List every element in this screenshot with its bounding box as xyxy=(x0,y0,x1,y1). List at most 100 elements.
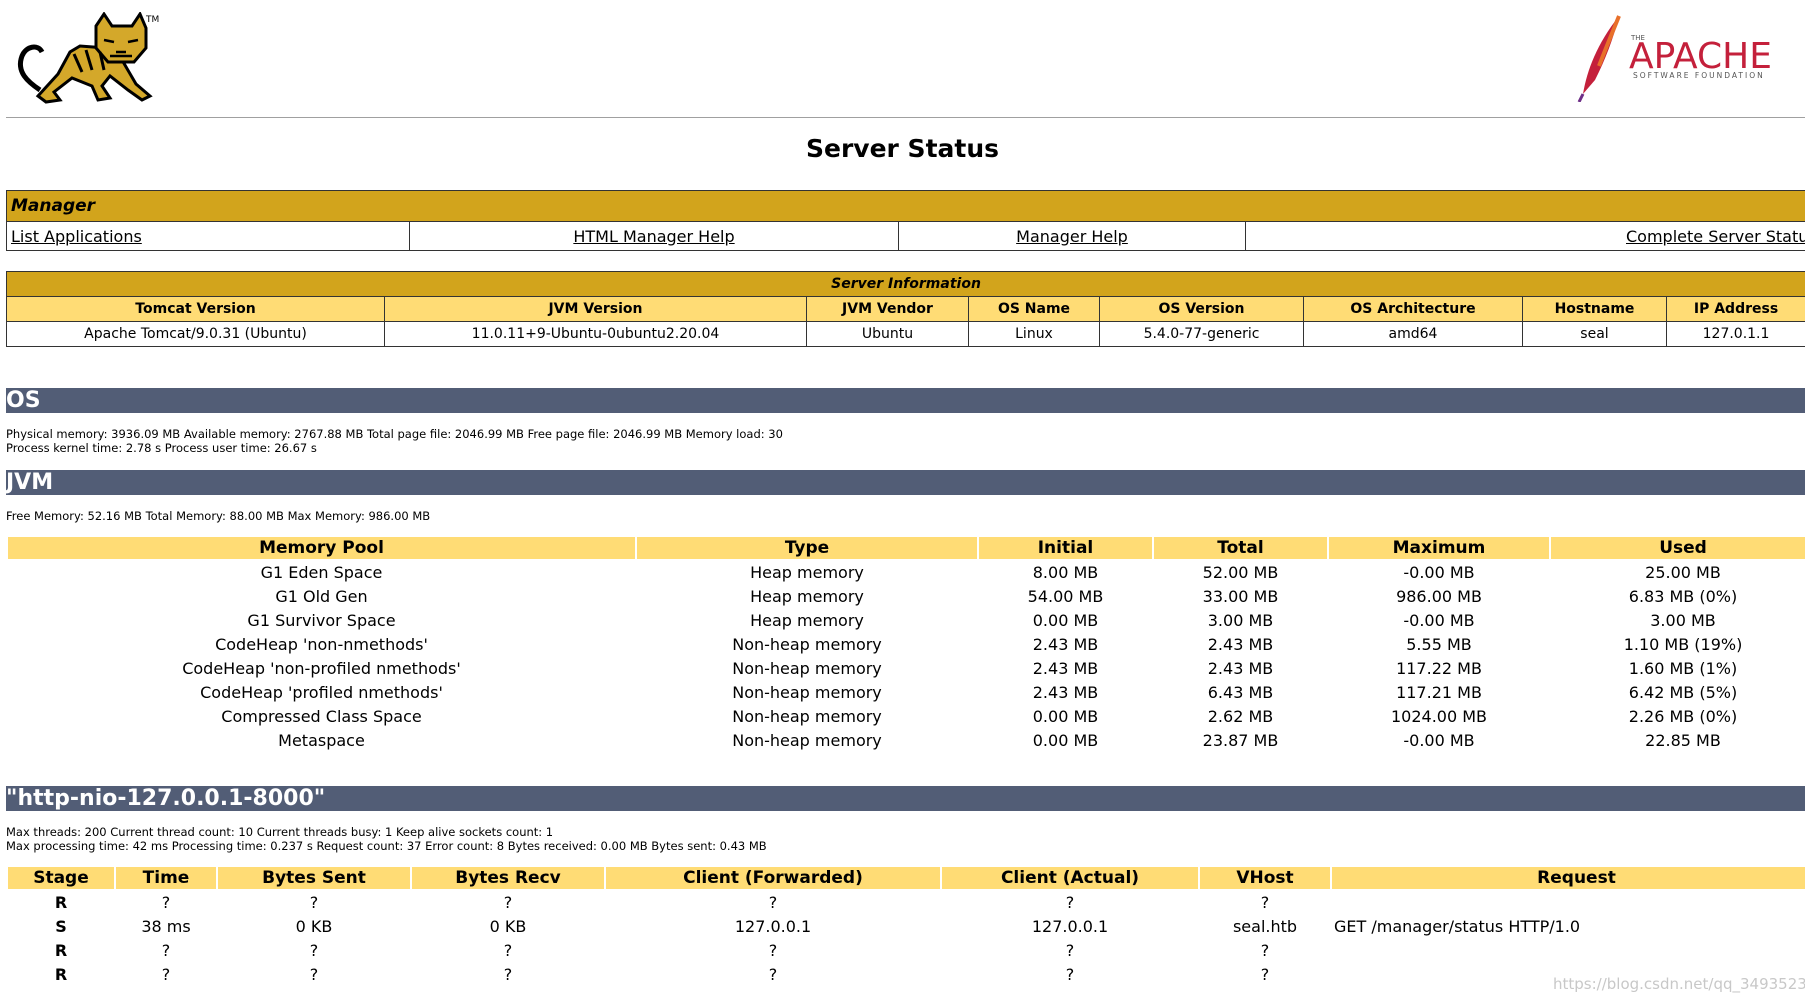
connector-body: R?????? S 38 ms 0 KB 0 KB 127.0.0.1 127.0.0.1 s… xyxy=(8,891,1805,985)
connector-threads-line: Max threads: 200 Current thread count: 1… xyxy=(6,825,554,839)
html-manager-help-link[interactable]: HTML Manager Help xyxy=(573,226,735,246)
value-tomcat-version: Apache Tomcat/9.0.31 (Ubuntu) xyxy=(6,321,385,347)
memory-pool-header-row: Memory Pool Type Initial Total Maximum U… xyxy=(8,537,1805,559)
table-cell: GET /manager/status HTTP/1.0 xyxy=(1334,916,1581,936)
list-applications-link[interactable]: List Applications xyxy=(11,226,142,246)
table-cell: 2.43 MB xyxy=(1032,682,1099,702)
table-cell: Non-heap memory xyxy=(732,682,882,702)
header-tomcat-version: Tomcat Version xyxy=(6,296,385,322)
value-os-version: 5.4.0-77-generic xyxy=(1099,321,1304,347)
tomcat-logo-icon[interactable]: TM xyxy=(10,12,162,108)
header-request: Request xyxy=(1332,867,1805,889)
header-os-architecture: OS Architecture xyxy=(1303,296,1523,322)
table-cell: Compressed Class Space xyxy=(221,706,422,726)
header-divider xyxy=(6,117,1805,118)
value-os-name: Linux xyxy=(968,321,1100,347)
table-row: CodeHeap 'profiled nmethods' Non-heap mem… xyxy=(8,681,1805,703)
table-cell: ? xyxy=(309,964,319,984)
table-cell: ? xyxy=(1260,964,1270,984)
header-client-actual: Client (Actual) xyxy=(942,867,1198,889)
apache-name: APACHE xyxy=(1629,36,1772,77)
header: TM THE APACHE SOFTWARE FOUNDATION xyxy=(0,0,1805,118)
header-type: Type xyxy=(637,537,977,559)
jvm-memory-line: Free Memory: 52.16 MB Total Memory: 88.0… xyxy=(6,509,431,523)
table-cell: Metaspace xyxy=(278,730,365,750)
table-row: R?????? xyxy=(8,963,1805,985)
value-jvm-vendor: Ubuntu xyxy=(806,321,969,347)
table-row: S 38 ms 0 KB 0 KB 127.0.0.1 127.0.0.1 seal.htb… xyxy=(8,915,1805,937)
header-memory-pool: Memory Pool xyxy=(8,537,635,559)
table-cell: 2.43 MB xyxy=(1207,634,1274,654)
table-row: CodeHeap 'non-nmethods' Non-heap memory 2.… xyxy=(8,633,1805,655)
table-cell: ? xyxy=(161,940,171,960)
table-cell: S xyxy=(55,916,67,936)
table-cell: CodeHeap 'non-nmethods' xyxy=(215,634,428,654)
table-cell: 6.83 MB (0%) xyxy=(1628,586,1738,606)
table-cell: 33.00 MB xyxy=(1202,586,1279,606)
table-cell: ? xyxy=(768,964,778,984)
table-cell: R xyxy=(54,964,68,984)
table-cell: 0.00 MB xyxy=(1032,610,1099,630)
manager-help-link[interactable]: Manager Help xyxy=(1016,226,1128,246)
table-cell: 986.00 MB xyxy=(1396,586,1482,606)
table-cell: 117.21 MB xyxy=(1396,682,1482,702)
table-cell: ? xyxy=(309,940,319,960)
table-cell: 2.62 MB xyxy=(1207,706,1274,726)
table-cell: ? xyxy=(503,892,513,912)
connector-info: Max threads: 200 Current thread count: 1… xyxy=(6,825,767,853)
os-info: Physical memory: 3936.09 MB Available me… xyxy=(6,427,783,455)
table-cell: ? xyxy=(768,892,778,912)
table-cell: 2.43 MB xyxy=(1032,634,1099,654)
table-row: Metaspace Non-heap memory 0.00 MB 23.87 MB -… xyxy=(8,729,1805,751)
table-cell: 54.00 MB xyxy=(1027,586,1104,606)
watermark: https://blog.csdn.net/qq_34935231 xyxy=(1553,975,1805,993)
table-cell: 23.87 MB xyxy=(1202,730,1279,750)
table-row: R?????? xyxy=(8,891,1805,913)
table-cell: -0.00 MB xyxy=(1403,610,1475,630)
manager-link-cell: HTML Manager Help xyxy=(409,221,899,251)
table-cell: 0 KB xyxy=(489,916,527,936)
jvm-section-title: JVM xyxy=(6,470,1805,495)
connector-requests-table: Stage Time Bytes Sent Bytes Recv Client … xyxy=(6,865,1805,987)
os-section-title: OS xyxy=(6,388,1805,413)
table-cell: 8.00 MB xyxy=(1032,562,1099,582)
table-cell: 3.00 MB xyxy=(1207,610,1274,630)
table-cell: ? xyxy=(503,940,513,960)
complete-server-status-link[interactable]: Complete Server Status xyxy=(1626,226,1805,246)
table-cell: ? xyxy=(161,964,171,984)
table-cell: ? xyxy=(1260,892,1270,912)
table-cell: Non-heap memory xyxy=(732,706,882,726)
table-cell: 22.85 MB xyxy=(1645,730,1721,750)
table-cell: ? xyxy=(1065,892,1075,912)
header-jvm-vendor: JVM Vendor xyxy=(806,296,969,322)
table-cell: Non-heap memory xyxy=(732,658,882,678)
table-cell: 1.60 MB (1%) xyxy=(1628,658,1738,678)
table-cell: Heap memory xyxy=(750,610,864,630)
table-cell: 52.00 MB xyxy=(1202,562,1279,582)
os-process-line: Process kernel time: 2.78 s Process user… xyxy=(6,441,317,455)
table-row: CodeHeap 'non-profiled nmethods' Non-heap… xyxy=(8,657,1805,679)
memory-pool-table: Memory Pool Type Initial Total Maximum U… xyxy=(6,535,1805,753)
apache-logo-icon[interactable]: THE APACHE SOFTWARE FOUNDATION xyxy=(1575,10,1803,102)
table-cell: 1.10 MB (19%) xyxy=(1623,634,1743,654)
header-hostname: Hostname xyxy=(1522,296,1667,322)
table-cell: -0.00 MB xyxy=(1403,562,1475,582)
header-bytes-recv: Bytes Recv xyxy=(412,867,604,889)
tomcat-tm: TM xyxy=(145,15,159,25)
table-cell: ? xyxy=(1260,940,1270,960)
connector-header-row: Stage Time Bytes Sent Bytes Recv Client … xyxy=(8,867,1805,889)
apache-the: THE xyxy=(1630,34,1645,42)
table-cell: 2.26 MB (0%) xyxy=(1628,706,1738,726)
header-vhost: VHost xyxy=(1200,867,1330,889)
server-info-table: Server Information Tomcat Version JVM Ve… xyxy=(5,271,1805,347)
value-hostname: seal xyxy=(1522,321,1667,347)
header-jvm-version: JVM Version xyxy=(384,296,807,322)
table-cell: 25.00 MB xyxy=(1645,562,1721,582)
table-cell: 0.00 MB xyxy=(1032,706,1099,726)
table-cell: seal.htb xyxy=(1232,916,1298,936)
header-client-forwarded: Client (Forwarded) xyxy=(606,867,940,889)
table-cell: ? xyxy=(309,892,319,912)
table-cell: G1 Old Gen xyxy=(275,586,368,606)
header-maximum: Maximum xyxy=(1329,537,1549,559)
header-stage: Stage xyxy=(8,867,114,889)
